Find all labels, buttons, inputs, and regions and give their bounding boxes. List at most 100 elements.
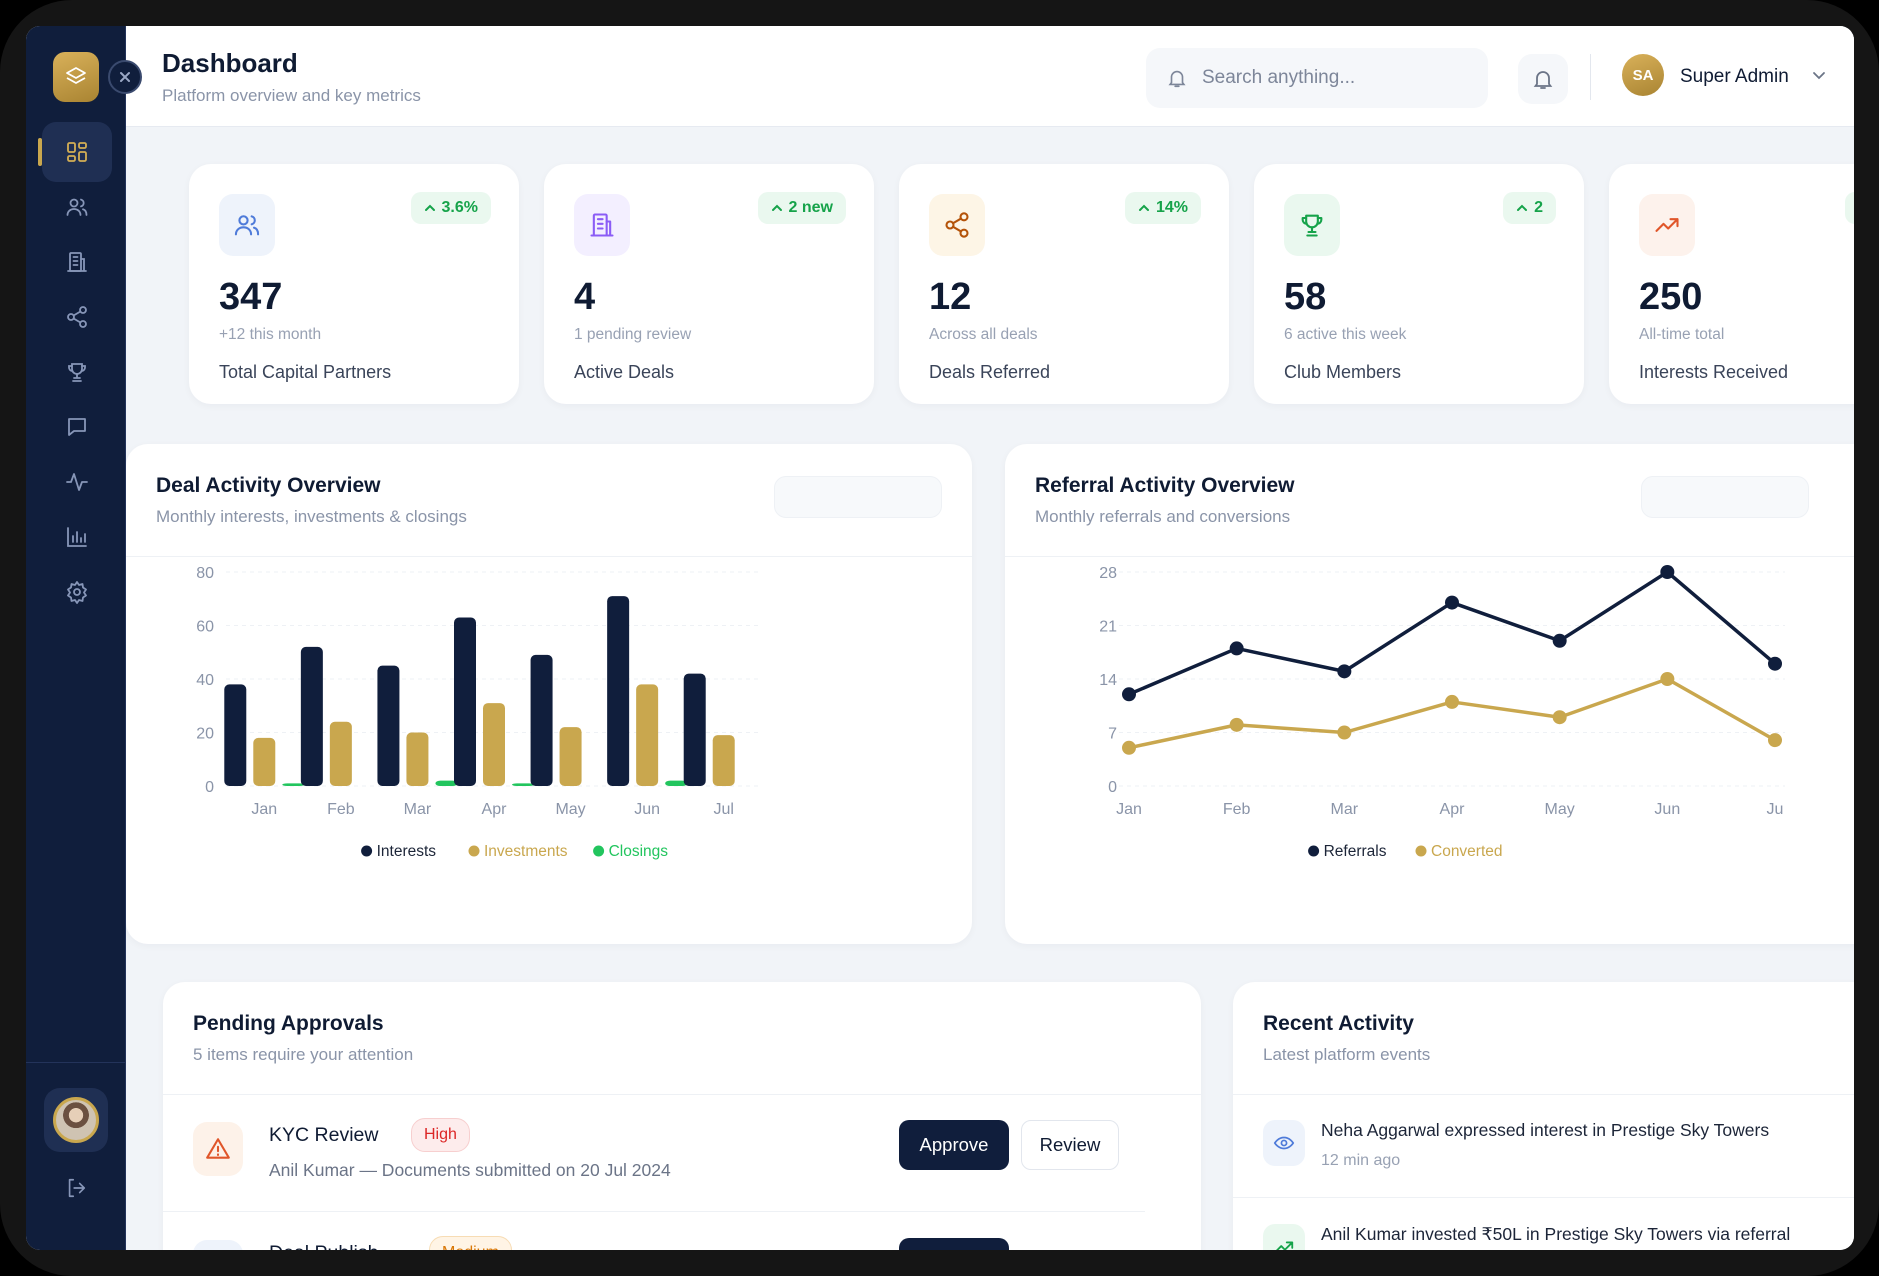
approvals-title: Pending Approvals <box>193 1012 384 1035</box>
data-point-converted <box>1337 725 1352 740</box>
page-title: Dashboard <box>162 48 298 78</box>
y-tick-label: 0 <box>1108 779 1117 796</box>
data-point-converted <box>1122 740 1136 755</box>
stat-value: 4 <box>574 276 596 318</box>
x-tick-label: Ju <box>1767 801 1784 818</box>
avatar-photo <box>53 1097 99 1143</box>
sidebar-item-reports[interactable] <box>42 507 112 567</box>
grid-icon <box>67 142 87 162</box>
chevron-up-icon <box>771 204 782 211</box>
approval-row: Deal Publish Medium Approve <box>163 1212 1145 1250</box>
y-tick-label: 0 <box>205 779 214 796</box>
legend-label: Referrals <box>1324 843 1387 860</box>
sidebar-item-activity[interactable] <box>42 452 112 512</box>
trending-up-icon <box>1276 1241 1294 1250</box>
y-tick-label: 80 <box>196 565 214 582</box>
sidebar-item-settings[interactable] <box>42 562 112 622</box>
stat-value: 12 <box>929 276 972 318</box>
users-icon <box>66 198 88 216</box>
sidebar-item-messages[interactable] <box>42 397 112 457</box>
stat-label: Total Capital Partners <box>219 362 392 382</box>
search-input[interactable] <box>1202 67 1462 89</box>
document-icon-box <box>193 1240 243 1250</box>
collapse-sidebar-button[interactable] <box>108 60 142 94</box>
stat-card[interactable]: 14% 12 Across all deals Deals Referred <box>899 164 1229 404</box>
pulse-icon <box>66 473 88 491</box>
y-tick-label: 28 <box>1099 565 1117 582</box>
bar-closings <box>435 780 458 786</box>
legend-dot <box>593 845 605 857</box>
legend-label: Interests <box>377 843 437 860</box>
stat-subtext: 1 pending review <box>574 326 692 343</box>
user-avatar[interactable]: SA <box>1622 54 1664 96</box>
stat-icon-box <box>929 194 985 256</box>
deal-chart-subtitle: Monthly interests, investments & closing… <box>156 507 467 526</box>
bar-investments <box>712 735 735 786</box>
profile-avatar[interactable] <box>44 1088 108 1152</box>
stat-card[interactable]: 2 new 4 1 pending review Active Deals <box>544 164 874 404</box>
header-separator <box>1590 54 1591 100</box>
series-line-converted <box>1128 677 1776 750</box>
referral-chart-title: Referral Activity Overview <box>1035 474 1295 497</box>
approve-button[interactable]: Approve <box>899 1120 1009 1170</box>
sidebar-item-users[interactable] <box>42 177 112 237</box>
sidebar-item-club[interactable] <box>42 342 112 402</box>
legend-dot <box>1415 845 1427 857</box>
activity-text: Anil Kumar invested ₹50L in Prestige Sky… <box>1321 1224 1791 1244</box>
trending-up-icon <box>1655 218 1679 232</box>
trend-badge: 2 new <box>757 192 846 224</box>
bar-closings <box>512 783 534 786</box>
card-divider <box>163 1094 1201 1095</box>
stat-subtext: 6 active this week <box>1284 326 1407 343</box>
approvals-subtitle: 5 items require your attention <box>193 1045 414 1064</box>
trend-badge-text: 14% <box>1155 199 1188 216</box>
stat-value: 347 <box>219 276 283 318</box>
trend-badge: 14% <box>1124 192 1201 224</box>
search-box[interactable] <box>1146 48 1488 108</box>
approval-row: KYC Review High Anil Kumar — Documents s… <box>163 1094 1145 1212</box>
deal-period-select[interactable] <box>774 476 942 518</box>
stat-value: 250 <box>1639 276 1703 318</box>
trend-badge-text: 2 <box>1534 199 1543 216</box>
chevron-down-icon[interactable] <box>1810 66 1828 84</box>
sidebar-item-dashboard[interactable] <box>38 122 112 182</box>
x-tick-label: Apr <box>482 801 508 818</box>
referral-chart-subtitle: Monthly referrals and conversions <box>1035 507 1291 526</box>
bar-investments <box>253 737 276 786</box>
building-icon <box>590 213 614 237</box>
notifications-button[interactable] <box>1518 54 1568 104</box>
legend-label: Investments <box>484 843 568 860</box>
logo[interactable] <box>53 52 99 102</box>
sidebar-item-deals[interactable] <box>42 232 112 292</box>
bell-icon <box>1533 71 1553 89</box>
pending-approvals-card: Pending Approvals 5 items require your a… <box>163 982 1201 1250</box>
stat-card[interactable]: 8.2 250 All-time total Interests Received <box>1609 164 1854 404</box>
activity-subtitle: Latest platform events <box>1263 1045 1431 1064</box>
bar-interests <box>300 646 323 786</box>
legend-dot <box>1308 845 1320 857</box>
bar-closings <box>665 780 688 786</box>
x-tick-label: Mar <box>1331 801 1359 818</box>
share-icon <box>945 212 969 238</box>
x-tick-label: Jul <box>713 801 733 818</box>
trend-badge: 8.2 <box>1844 192 1854 224</box>
stat-card[interactable]: 2 58 6 active this week Club Members <box>1254 164 1584 404</box>
data-point-converted <box>1660 672 1675 686</box>
referral-period-select[interactable] <box>1641 476 1809 518</box>
bar-interests <box>377 665 400 786</box>
stat-value: 58 <box>1284 276 1327 318</box>
logout-button[interactable] <box>56 1168 96 1208</box>
stat-label: Active Deals <box>574 362 675 382</box>
header: Dashboard Platform overview and key metr… <box>126 26 1854 127</box>
user-name[interactable]: Super Admin <box>1680 66 1789 87</box>
approve-button[interactable]: Approve <box>899 1238 1009 1250</box>
bar-interests <box>607 596 630 786</box>
sidebar-item-referrals[interactable] <box>42 287 112 347</box>
review-button[interactable]: Review <box>1021 1120 1119 1170</box>
stat-card[interactable]: 3.6% 347 +12 this month Total Capital Partn… <box>189 164 519 404</box>
activity-item: Neha Aggarwal expressed interest in Pres… <box>1233 1094 1854 1198</box>
activity-time: 12 min ago <box>1321 1152 1401 1169</box>
data-point-referrals <box>1337 664 1352 679</box>
activity-title: Recent Activity <box>1263 1012 1414 1035</box>
y-tick-label: 40 <box>196 672 214 689</box>
